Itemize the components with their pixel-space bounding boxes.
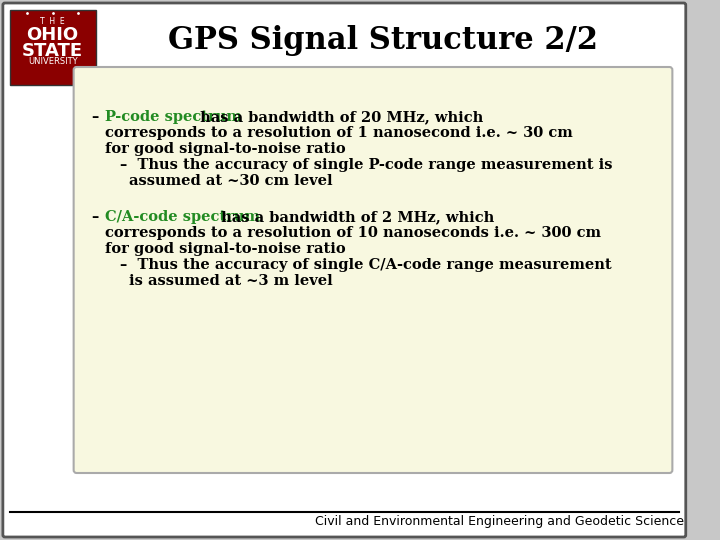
Text: –  Thus the accuracy of single P-code range measurement is: – Thus the accuracy of single P-code ran…: [120, 158, 612, 172]
Text: has a bandwidth of 2 MHz, which: has a bandwidth of 2 MHz, which: [216, 210, 495, 224]
Text: for good signal-to-noise ratio: for good signal-to-noise ratio: [105, 142, 346, 156]
Text: UNIVERSITY: UNIVERSITY: [28, 57, 78, 66]
Text: –: –: [91, 110, 98, 124]
Text: assumed at ~30 cm level: assumed at ~30 cm level: [129, 174, 333, 188]
Text: T  H  E: T H E: [40, 17, 65, 26]
Text: corresponds to a resolution of 10 nanoseconds i.e. ~ 300 cm: corresponds to a resolution of 10 nanose…: [105, 226, 601, 240]
FancyBboxPatch shape: [9, 10, 96, 85]
Text: –  Thus the accuracy of single C/A-code range measurement: – Thus the accuracy of single C/A-code r…: [120, 258, 611, 272]
Text: GPS Signal Structure 2/2: GPS Signal Structure 2/2: [168, 24, 598, 56]
Text: C/A-code spectrum: C/A-code spectrum: [105, 210, 260, 224]
Text: OHIO: OHIO: [27, 26, 78, 44]
Text: –: –: [91, 210, 98, 224]
Text: P-code spectrum: P-code spectrum: [105, 110, 242, 124]
FancyBboxPatch shape: [3, 3, 685, 537]
Text: has a bandwidth of 20 MHz, which: has a bandwidth of 20 MHz, which: [195, 110, 483, 124]
Text: for good signal-to-noise ratio: for good signal-to-noise ratio: [105, 242, 346, 256]
Text: Civil and Environmental Engineering and Geodetic Science: Civil and Environmental Engineering and …: [315, 516, 684, 529]
Text: is assumed at ~3 m level: is assumed at ~3 m level: [129, 274, 333, 288]
Text: STATE: STATE: [22, 42, 84, 60]
FancyBboxPatch shape: [73, 67, 672, 473]
Text: corresponds to a resolution of 1 nanosecond i.e. ~ 30 cm: corresponds to a resolution of 1 nanosec…: [105, 126, 573, 140]
